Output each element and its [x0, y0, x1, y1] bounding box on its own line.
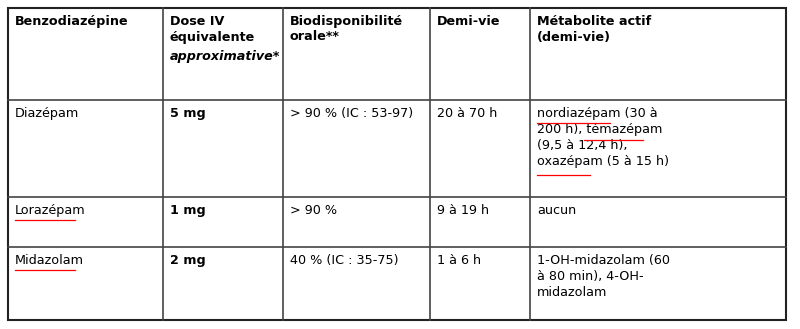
Text: 1 mg: 1 mg: [170, 204, 206, 217]
Text: 40 % (IC : 35-75): 40 % (IC : 35-75): [290, 254, 398, 267]
Text: 2 mg: 2 mg: [170, 254, 206, 267]
Text: aucun: aucun: [537, 204, 576, 217]
Text: Métabolite actif
(demi-vie): Métabolite actif (demi-vie): [537, 15, 651, 43]
Text: 1-OH-midazolam (60
à 80 min), 4-OH-
midazolam: 1-OH-midazolam (60 à 80 min), 4-OH- mida…: [537, 254, 670, 299]
Text: 9 à 19 h: 9 à 19 h: [437, 204, 489, 217]
Text: Demi-vie: Demi-vie: [437, 15, 501, 28]
Text: > 90 %: > 90 %: [290, 204, 337, 217]
Text: Lorazépam: Lorazépam: [15, 204, 86, 217]
Text: nordiazépam (30 à
200 h), témazépam
(9,5 à 12,4 h),
oxazépam (5 à 15 h): nordiazépam (30 à 200 h), témazépam (9,5…: [537, 107, 669, 168]
Text: approximative*: approximative*: [170, 50, 280, 63]
Text: Diazépam: Diazépam: [15, 107, 79, 120]
Text: Dose IV
équivalente: Dose IV équivalente: [170, 15, 255, 59]
Text: 20 à 70 h: 20 à 70 h: [437, 107, 498, 120]
Text: 5 mg: 5 mg: [170, 107, 206, 120]
Text: Midazolam: Midazolam: [15, 254, 84, 267]
Text: Benzodiazépine: Benzodiazépine: [15, 15, 129, 28]
Text: Biodisponibilité
orale**: Biodisponibilité orale**: [290, 15, 403, 43]
Text: > 90 % (IC : 53-97): > 90 % (IC : 53-97): [290, 107, 413, 120]
Text: 1 à 6 h: 1 à 6 h: [437, 254, 481, 267]
